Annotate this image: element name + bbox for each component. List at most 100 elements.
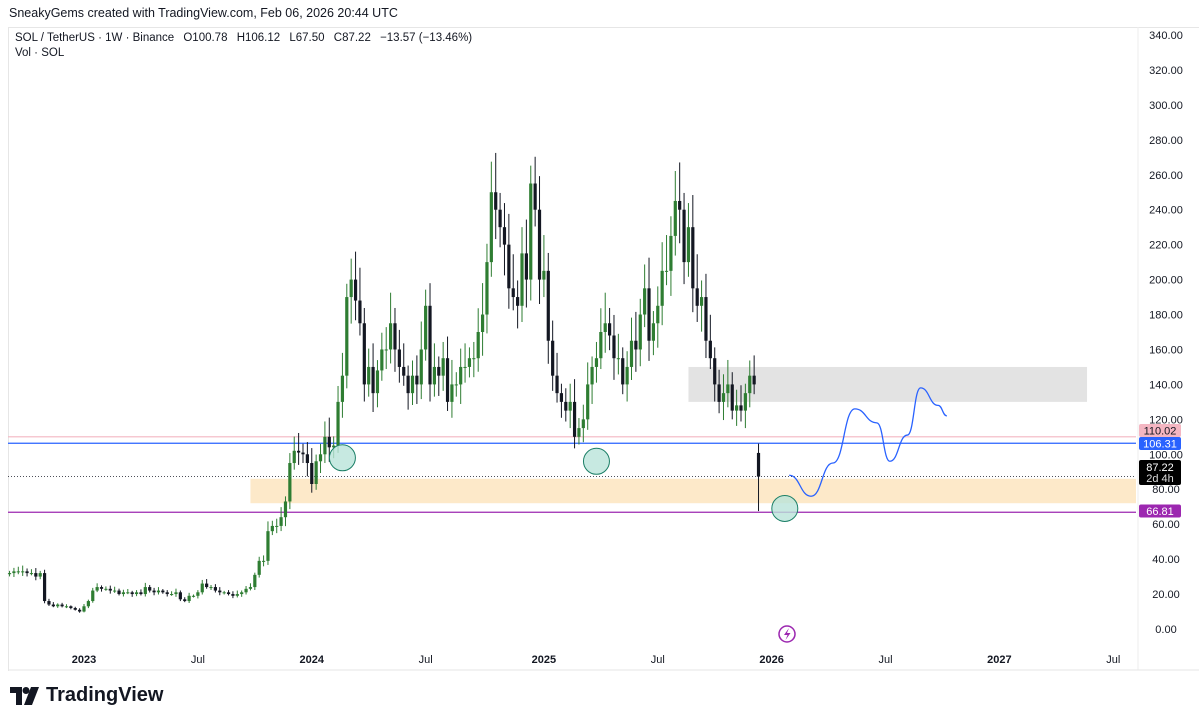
candle-body xyxy=(704,297,708,341)
candle-body xyxy=(200,583,204,593)
candle-body xyxy=(139,592,143,595)
symbol-legend: SOL / TetherUS · 1W · Binance O100.78 H1… xyxy=(15,31,478,61)
tradingview-logo[interactable]: TradingView xyxy=(10,684,163,707)
y-tick-label: 260.00 xyxy=(1149,170,1183,182)
candle-body xyxy=(651,323,655,341)
candle-body xyxy=(625,366,629,385)
candle-body xyxy=(156,590,161,593)
candle-body xyxy=(664,270,669,272)
y-tick-label: 20.00 xyxy=(1152,589,1180,601)
tradingview-logo-text: TradingView xyxy=(46,684,164,706)
y-tick-label: 80.00 xyxy=(1152,484,1180,496)
candle-body xyxy=(568,401,572,411)
candle-body xyxy=(196,592,200,596)
candle-body xyxy=(349,279,353,298)
candle-body xyxy=(56,604,60,607)
ohlc-low: L67.50 xyxy=(289,32,325,44)
y-tick-label: 100.00 xyxy=(1149,449,1183,461)
candle-body xyxy=(629,340,634,367)
lightning-event-icon xyxy=(778,625,796,643)
candle-body xyxy=(463,366,467,368)
candle-body xyxy=(21,571,25,573)
candle-body xyxy=(266,531,270,561)
candle-body xyxy=(240,592,244,595)
candle-body xyxy=(205,583,209,588)
y-tick-label: 200.00 xyxy=(1149,275,1183,287)
candle-body xyxy=(555,375,559,394)
candle-body xyxy=(586,384,590,420)
candle-body xyxy=(130,592,134,595)
candle-body xyxy=(297,450,301,453)
candle-body xyxy=(314,461,318,484)
y-tick-label: 60.00 xyxy=(1152,519,1180,531)
candle-body xyxy=(608,323,612,336)
y-tick-label: 180.00 xyxy=(1149,310,1183,322)
x-tick-label: 2024 xyxy=(300,654,325,666)
candle-body xyxy=(301,452,305,455)
candle-body xyxy=(730,384,734,411)
candle-body xyxy=(104,588,108,590)
candle-body xyxy=(126,592,130,594)
candle-body xyxy=(261,560,266,562)
ohlc-open: O100.78 xyxy=(183,32,228,44)
candle-body xyxy=(616,358,620,360)
price-label-bg xyxy=(1139,437,1181,450)
candle-body xyxy=(362,323,366,385)
candle-body xyxy=(454,384,458,386)
candle-body xyxy=(726,384,730,394)
candle-body xyxy=(647,288,651,341)
current-price-label-bg xyxy=(1139,460,1181,485)
candle-body xyxy=(231,594,235,596)
candle-body xyxy=(410,375,415,394)
candle-body xyxy=(222,592,226,594)
candle-body xyxy=(60,604,64,607)
candle-body xyxy=(288,463,292,502)
candle-body xyxy=(564,401,568,411)
y-tick-label: 220.00 xyxy=(1149,240,1183,252)
candle-body xyxy=(516,297,520,306)
candle-body xyxy=(257,560,261,575)
candle-body xyxy=(174,592,178,595)
candle-body xyxy=(678,200,682,210)
candle-body xyxy=(542,270,546,280)
candle-body xyxy=(99,587,104,589)
candle-body xyxy=(165,592,169,595)
candle-body xyxy=(441,358,445,376)
chart-credit: SneakyGems created with TradingView.com,… xyxy=(9,6,398,20)
candle-body xyxy=(673,200,677,236)
candle-body xyxy=(305,454,309,464)
y-tick-label: 120.00 xyxy=(1149,414,1183,426)
candle-body xyxy=(559,393,564,402)
candle-body xyxy=(494,192,498,210)
candle-body xyxy=(437,366,441,376)
x-tick-label: 2025 xyxy=(532,654,556,666)
candle-body xyxy=(292,450,296,464)
x-tick-label: 2027 xyxy=(987,654,1011,666)
candle-body xyxy=(345,297,349,376)
candle-body xyxy=(235,594,239,596)
candle-body xyxy=(244,588,248,593)
candle-body xyxy=(656,305,660,324)
chart-frame[interactable] xyxy=(8,27,1199,671)
candle-body xyxy=(327,436,331,448)
candle-body xyxy=(64,606,69,608)
candle-body xyxy=(450,384,454,402)
volume-legend[interactable]: Vol · SOL xyxy=(15,47,65,59)
candle-body xyxy=(310,463,314,484)
candle-body xyxy=(428,305,432,385)
ohlc-close: C87.22 xyxy=(333,32,371,44)
candle-body xyxy=(213,587,217,591)
candle-body xyxy=(134,592,139,595)
candle-body xyxy=(682,209,686,263)
candle-body xyxy=(445,358,450,402)
y-tick-label: 300.00 xyxy=(1149,100,1183,112)
candle-body xyxy=(275,525,279,527)
candle-body xyxy=(472,358,476,360)
candle-body xyxy=(358,300,362,324)
price-label-bg xyxy=(1139,504,1181,518)
candle-body xyxy=(511,288,515,298)
symbol-title[interactable]: SOL / TetherUS · 1W · Binance xyxy=(15,32,175,44)
candle-body xyxy=(7,573,12,575)
x-tick-label: Jul xyxy=(191,654,205,666)
